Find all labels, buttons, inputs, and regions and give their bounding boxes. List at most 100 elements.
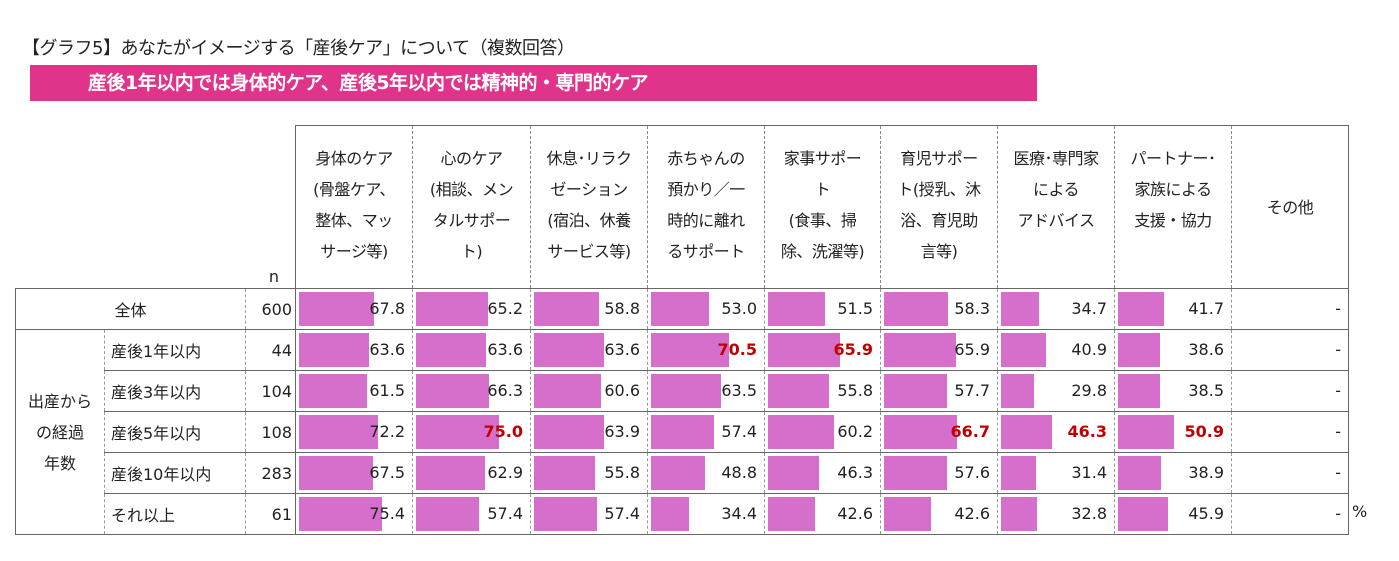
- data-cell: 53.0: [647, 288, 765, 330]
- value-bar: [1118, 415, 1174, 449]
- data-cell: 50.9: [1114, 411, 1232, 453]
- value-label: 48.8: [721, 463, 757, 482]
- corner-cell: [16, 126, 246, 289]
- n-header: n: [268, 267, 279, 286]
- data-cell: 45.9: [1114, 493, 1232, 535]
- data-cell: 65.2: [412, 288, 531, 330]
- value-label: 75.0: [483, 422, 523, 441]
- value-label: 42.6: [837, 504, 873, 523]
- column-header: 休息･リラク ゼーション (宿泊、休養 サービス等): [530, 125, 648, 289]
- value-bar: [299, 497, 382, 531]
- value-label: 42.6: [954, 504, 990, 523]
- value-label: 61.5: [369, 381, 405, 400]
- value-bar: [768, 333, 841, 367]
- data-cell: 38.9: [1114, 452, 1232, 494]
- data-cell: 34.7: [997, 288, 1115, 330]
- value-label: 60.6: [604, 381, 640, 400]
- value-bar: [416, 415, 499, 449]
- table-row: 出産から の経過 年数 産後1年以内 44 63.6 63.6 63.6 70.5 65.9 6…: [15, 329, 1349, 535]
- value-bar: [884, 333, 957, 367]
- value-label: -: [1335, 504, 1341, 523]
- data-cell: 70.5: [647, 329, 765, 371]
- row-label: 産後5年以内: [104, 411, 246, 453]
- value-bar: [1118, 374, 1161, 408]
- data-cell: 58.3: [880, 288, 998, 330]
- value-bar: [1001, 497, 1038, 531]
- value-bar: [299, 374, 367, 408]
- value-label: 65.2: [487, 299, 523, 318]
- data-cell: 60.6: [530, 370, 648, 412]
- value-bar: [416, 497, 480, 531]
- value-label: 63.6: [604, 340, 640, 359]
- row-label: 産後1年以内: [104, 329, 246, 371]
- value-bar: [884, 374, 948, 408]
- value-bar: [534, 333, 604, 367]
- value-bar: [768, 456, 819, 490]
- value-label: -: [1335, 463, 1341, 482]
- value-bar: [1001, 292, 1040, 326]
- data-cell: 63.6: [412, 329, 531, 371]
- column-header: 家事サポー ト (食事、掃 除、洗濯等): [764, 125, 881, 289]
- data-cell: 63.9: [530, 411, 648, 453]
- value-label: -: [1335, 340, 1341, 359]
- value-label: 38.9: [1188, 463, 1224, 482]
- data-cell: 66.3: [412, 370, 531, 412]
- data-cell: 61.5: [295, 370, 413, 412]
- value-label: 41.7: [1188, 299, 1224, 318]
- data-cell: 57.6: [880, 452, 998, 494]
- n-value: 61: [245, 493, 296, 535]
- value-label: 50.9: [1184, 422, 1224, 441]
- data-cell: 67.8: [295, 288, 413, 330]
- data-cell: 63.5: [647, 370, 765, 412]
- value-bar: [651, 497, 689, 531]
- value-bar: [768, 497, 815, 531]
- n-value: 283: [245, 452, 296, 494]
- value-bar: [416, 292, 488, 326]
- row-label: 全体: [15, 288, 246, 330]
- value-label: 58.8: [604, 299, 640, 318]
- value-label: 40.9: [1071, 340, 1107, 359]
- value-bar: [299, 333, 369, 367]
- value-label: 45.9: [1188, 504, 1224, 523]
- value-label: -: [1335, 299, 1341, 318]
- value-bar: [884, 456, 948, 490]
- value-bar: [1118, 292, 1164, 326]
- value-label: 58.3: [954, 299, 990, 318]
- n-value: 104: [245, 370, 296, 412]
- value-bar: [416, 374, 489, 408]
- data-cell: 63.6: [530, 329, 648, 371]
- value-bar: [1118, 497, 1169, 531]
- data-cell: -: [1231, 452, 1349, 494]
- value-label: 32.8: [1071, 504, 1107, 523]
- row-label: 産後10年以内: [104, 452, 246, 494]
- value-bar: [884, 415, 958, 449]
- value-label: 60.2: [837, 422, 873, 441]
- value-label: 38.5: [1188, 381, 1224, 400]
- value-bar: [768, 374, 830, 408]
- data-cell: 31.4: [997, 452, 1115, 494]
- value-label: 65.9: [833, 340, 873, 359]
- value-label: 46.3: [837, 463, 873, 482]
- table-row: 産後10年以内 283 67.5 62.9 55.8 48.8 46.3 57.6 31.4 38…: [16, 452, 1349, 494]
- table-row: 産後3年以内 104 61.5 66.3 60.6 63.5 55.8 57.7 29.8 38.…: [16, 370, 1349, 412]
- value-bar: [534, 497, 598, 531]
- value-label: 34.7: [1071, 299, 1107, 318]
- column-header: パートナー･ 家族による 支援・協力: [1114, 125, 1232, 289]
- data-cell: 75.0: [412, 411, 531, 453]
- data-cell: 57.4: [647, 411, 765, 453]
- value-bar: [299, 456, 374, 490]
- value-label: 63.9: [604, 422, 640, 441]
- data-cell: 62.9: [412, 452, 531, 494]
- value-bar: [1118, 456, 1161, 490]
- n-value: 600: [245, 288, 296, 330]
- data-cell: 46.3: [764, 452, 881, 494]
- value-bar: [534, 292, 599, 326]
- value-label: 57.4: [487, 504, 523, 523]
- data-cell: 58.8: [530, 288, 648, 330]
- row-label: 産後3年以内: [104, 370, 246, 412]
- value-label: 57.4: [721, 422, 757, 441]
- value-label: 53.0: [721, 299, 757, 318]
- value-label: 29.8: [1071, 381, 1107, 400]
- value-label: 38.6: [1188, 340, 1224, 359]
- data-cell: -: [1231, 411, 1349, 453]
